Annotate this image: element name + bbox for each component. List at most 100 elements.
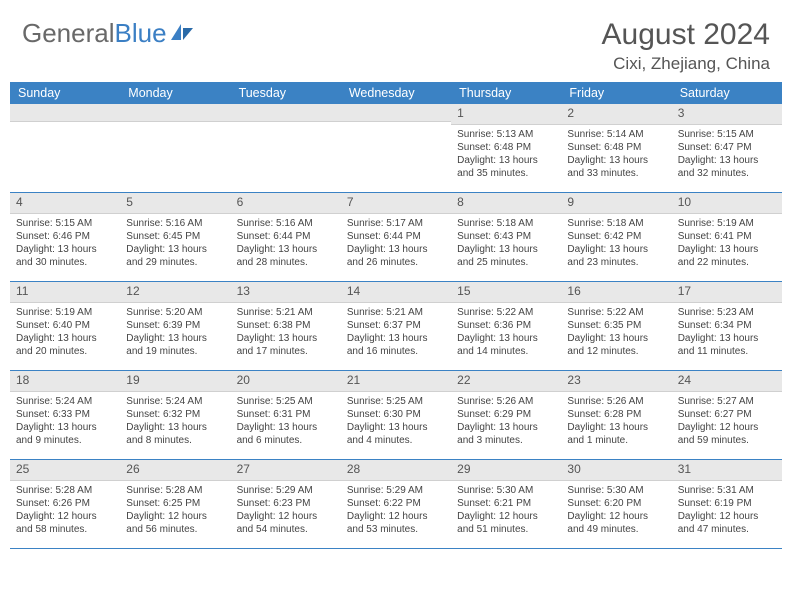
sunset-text: Sunset: 6:27 PM — [678, 408, 776, 421]
day-number: 7 — [341, 193, 451, 214]
day-cell: 20Sunrise: 5:25 AMSunset: 6:31 PMDayligh… — [231, 371, 341, 459]
day-number — [10, 104, 120, 122]
sunset-text: Sunset: 6:28 PM — [567, 408, 665, 421]
sunrise-text: Sunrise: 5:25 AM — [237, 395, 335, 408]
day-number: 9 — [561, 193, 671, 214]
day-body: Sunrise: 5:24 AMSunset: 6:33 PMDaylight:… — [10, 392, 120, 452]
weekday-sun: Sunday — [10, 82, 120, 104]
day-cell: 16Sunrise: 5:22 AMSunset: 6:35 PMDayligh… — [561, 282, 671, 370]
daylight-text: Daylight: 13 hours and 19 minutes. — [126, 332, 224, 358]
day-number: 26 — [120, 460, 230, 481]
sunrise-text: Sunrise: 5:14 AM — [567, 128, 665, 141]
sunset-text: Sunset: 6:32 PM — [126, 408, 224, 421]
sunrise-text: Sunrise: 5:18 AM — [567, 217, 665, 230]
weekday-mon: Monday — [120, 82, 230, 104]
day-cell: 29Sunrise: 5:30 AMSunset: 6:21 PMDayligh… — [451, 460, 561, 548]
day-cell: 7Sunrise: 5:17 AMSunset: 6:44 PMDaylight… — [341, 193, 451, 281]
sunrise-text: Sunrise: 5:26 AM — [457, 395, 555, 408]
daylight-text: Daylight: 13 hours and 14 minutes. — [457, 332, 555, 358]
sunrise-text: Sunrise: 5:22 AM — [567, 306, 665, 319]
sunset-text: Sunset: 6:46 PM — [16, 230, 114, 243]
day-cell: 27Sunrise: 5:29 AMSunset: 6:23 PMDayligh… — [231, 460, 341, 548]
sunset-text: Sunset: 6:47 PM — [678, 141, 776, 154]
day-cell: 13Sunrise: 5:21 AMSunset: 6:38 PMDayligh… — [231, 282, 341, 370]
day-cell — [120, 104, 230, 192]
weekday-thu: Thursday — [451, 82, 561, 104]
brand-right: Blue — [115, 18, 167, 49]
day-number: 28 — [341, 460, 451, 481]
sunset-text: Sunset: 6:45 PM — [126, 230, 224, 243]
daylight-text: Daylight: 13 hours and 8 minutes. — [126, 421, 224, 447]
day-number: 30 — [561, 460, 671, 481]
daylight-text: Daylight: 13 hours and 22 minutes. — [678, 243, 776, 269]
sunset-text: Sunset: 6:33 PM — [16, 408, 114, 421]
day-body: Sunrise: 5:19 AMSunset: 6:40 PMDaylight:… — [10, 303, 120, 363]
sunset-text: Sunset: 6:19 PM — [678, 497, 776, 510]
day-body: Sunrise: 5:26 AMSunset: 6:28 PMDaylight:… — [561, 392, 671, 452]
day-body: Sunrise: 5:29 AMSunset: 6:23 PMDaylight:… — [231, 481, 341, 541]
day-body: Sunrise: 5:24 AMSunset: 6:32 PMDaylight:… — [120, 392, 230, 452]
daylight-text: Daylight: 13 hours and 33 minutes. — [567, 154, 665, 180]
day-number: 4 — [10, 193, 120, 214]
location-text: Cixi, Zhejiang, China — [602, 54, 770, 74]
day-body: Sunrise: 5:25 AMSunset: 6:31 PMDaylight:… — [231, 392, 341, 452]
daylight-text: Daylight: 12 hours and 51 minutes. — [457, 510, 555, 536]
day-body: Sunrise: 5:22 AMSunset: 6:35 PMDaylight:… — [561, 303, 671, 363]
daylight-text: Daylight: 13 hours and 28 minutes. — [237, 243, 335, 269]
day-body: Sunrise: 5:18 AMSunset: 6:42 PMDaylight:… — [561, 214, 671, 274]
page-header: GeneralBlue August 2024 Cixi, Zhejiang, … — [0, 0, 792, 82]
day-cell: 24Sunrise: 5:27 AMSunset: 6:27 PMDayligh… — [672, 371, 782, 459]
daylight-text: Daylight: 13 hours and 25 minutes. — [457, 243, 555, 269]
day-cell — [10, 104, 120, 192]
day-body: Sunrise: 5:20 AMSunset: 6:39 PMDaylight:… — [120, 303, 230, 363]
day-body: Sunrise: 5:30 AMSunset: 6:21 PMDaylight:… — [451, 481, 561, 541]
day-body: Sunrise: 5:28 AMSunset: 6:25 PMDaylight:… — [120, 481, 230, 541]
day-body: Sunrise: 5:30 AMSunset: 6:20 PMDaylight:… — [561, 481, 671, 541]
sunrise-text: Sunrise: 5:19 AM — [678, 217, 776, 230]
sunrise-text: Sunrise: 5:26 AM — [567, 395, 665, 408]
daylight-text: Daylight: 12 hours and 58 minutes. — [16, 510, 114, 536]
week-row: 25Sunrise: 5:28 AMSunset: 6:26 PMDayligh… — [10, 460, 782, 549]
sunrise-text: Sunrise: 5:24 AM — [16, 395, 114, 408]
day-cell: 31Sunrise: 5:31 AMSunset: 6:19 PMDayligh… — [672, 460, 782, 548]
day-number: 15 — [451, 282, 561, 303]
day-number: 23 — [561, 371, 671, 392]
weekday-wed: Wednesday — [341, 82, 451, 104]
sunset-text: Sunset: 6:23 PM — [237, 497, 335, 510]
day-cell: 1Sunrise: 5:13 AMSunset: 6:48 PMDaylight… — [451, 104, 561, 192]
daylight-text: Daylight: 13 hours and 3 minutes. — [457, 421, 555, 447]
sunset-text: Sunset: 6:42 PM — [567, 230, 665, 243]
sunrise-text: Sunrise: 5:28 AM — [16, 484, 114, 497]
day-cell: 11Sunrise: 5:19 AMSunset: 6:40 PMDayligh… — [10, 282, 120, 370]
sunrise-text: Sunrise: 5:21 AM — [237, 306, 335, 319]
day-number — [341, 104, 451, 122]
day-body: Sunrise: 5:17 AMSunset: 6:44 PMDaylight:… — [341, 214, 451, 274]
daylight-text: Daylight: 13 hours and 6 minutes. — [237, 421, 335, 447]
day-number: 6 — [231, 193, 341, 214]
day-number: 8 — [451, 193, 561, 214]
day-cell: 3Sunrise: 5:15 AMSunset: 6:47 PMDaylight… — [672, 104, 782, 192]
day-body: Sunrise: 5:14 AMSunset: 6:48 PMDaylight:… — [561, 125, 671, 185]
day-cell: 28Sunrise: 5:29 AMSunset: 6:22 PMDayligh… — [341, 460, 451, 548]
day-cell: 30Sunrise: 5:30 AMSunset: 6:20 PMDayligh… — [561, 460, 671, 548]
day-cell — [231, 104, 341, 192]
day-number: 16 — [561, 282, 671, 303]
sail-icon — [169, 18, 195, 49]
day-number: 27 — [231, 460, 341, 481]
daylight-text: Daylight: 13 hours and 26 minutes. — [347, 243, 445, 269]
sunrise-text: Sunrise: 5:22 AM — [457, 306, 555, 319]
day-number: 18 — [10, 371, 120, 392]
sunrise-text: Sunrise: 5:29 AM — [237, 484, 335, 497]
day-number: 20 — [231, 371, 341, 392]
calendar: Sunday Monday Tuesday Wednesday Thursday… — [0, 82, 792, 549]
title-block: August 2024 Cixi, Zhejiang, China — [602, 18, 770, 74]
sunset-text: Sunset: 6:36 PM — [457, 319, 555, 332]
day-cell: 8Sunrise: 5:18 AMSunset: 6:43 PMDaylight… — [451, 193, 561, 281]
sunset-text: Sunset: 6:40 PM — [16, 319, 114, 332]
daylight-text: Daylight: 13 hours and 12 minutes. — [567, 332, 665, 358]
sunset-text: Sunset: 6:39 PM — [126, 319, 224, 332]
daylight-text: Daylight: 13 hours and 17 minutes. — [237, 332, 335, 358]
day-number: 10 — [672, 193, 782, 214]
daylight-text: Daylight: 13 hours and 4 minutes. — [347, 421, 445, 447]
sunrise-text: Sunrise: 5:23 AM — [678, 306, 776, 319]
